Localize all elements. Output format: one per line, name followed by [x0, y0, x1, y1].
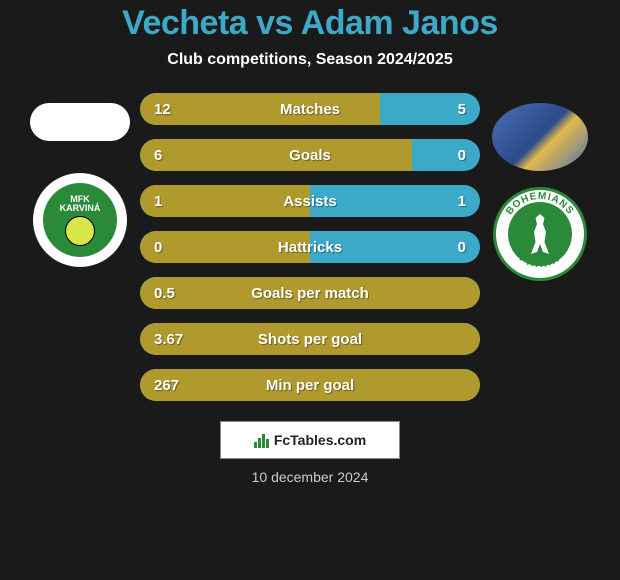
- stat-label: Assists: [140, 193, 480, 210]
- stat-label: Matches: [140, 101, 480, 118]
- stat-bar: 6Goals0: [140, 139, 480, 171]
- stat-bars: 12Matches56Goals01Assists10Hattricks00.5…: [140, 93, 480, 401]
- stat-label: Shots per goal: [140, 331, 480, 348]
- page-title: Vecheta vs Adam Janos: [0, 4, 620, 43]
- karvina-line2: KARVINÁ: [60, 204, 101, 213]
- comparison-container: Vecheta vs Adam Janos Club competitions,…: [0, 0, 620, 580]
- stat-label: Min per goal: [140, 377, 480, 394]
- club-badge-left: MFK KARVINÁ: [33, 173, 127, 267]
- content-row: MFK KARVINÁ 12Matches56Goals01Assists10H…: [0, 93, 620, 401]
- stat-bar: 12Matches5: [140, 93, 480, 125]
- karvina-emblem: MFK KARVINÁ: [43, 183, 117, 257]
- player-photo-right: [492, 103, 588, 171]
- right-column: BOHEMIANS PRAHA: [480, 93, 600, 281]
- stat-label: Goals per match: [140, 285, 480, 302]
- stat-value-right: 0: [458, 147, 466, 164]
- soccer-ball-icon: [65, 216, 95, 246]
- stat-value-right: 1: [458, 193, 466, 210]
- subtitle: Club competitions, Season 2024/2025: [0, 51, 620, 69]
- date-text: 10 december 2024: [0, 469, 620, 485]
- bohemians-top-text: BOHEMIANS: [504, 191, 576, 217]
- svg-text:BOHEMIANS: BOHEMIANS: [504, 191, 576, 217]
- bar-chart-icon: [254, 432, 270, 448]
- footer-logo-text: FcTables.com: [274, 432, 366, 448]
- footer-logo[interactable]: FcTables.com: [220, 421, 400, 459]
- stat-bar: 267Min per goal: [140, 369, 480, 401]
- club-badge-right: BOHEMIANS PRAHA: [493, 187, 587, 281]
- stat-value-right: 0: [458, 239, 466, 256]
- player-photo-left: [30, 103, 130, 141]
- stat-bar: 0Hattricks0: [140, 231, 480, 263]
- stat-bar: 0.5Goals per match: [140, 277, 480, 309]
- svg-text:PRAHA: PRAHA: [517, 253, 563, 270]
- bohemians-bottom-text: PRAHA: [517, 253, 563, 270]
- stat-value-right: 5: [458, 101, 466, 118]
- stat-bar: 3.67Shots per goal: [140, 323, 480, 355]
- left-column: MFK KARVINÁ: [20, 93, 140, 267]
- stat-label: Hattricks: [140, 239, 480, 256]
- stat-label: Goals: [140, 147, 480, 164]
- stat-bar: 1Assists1: [140, 185, 480, 217]
